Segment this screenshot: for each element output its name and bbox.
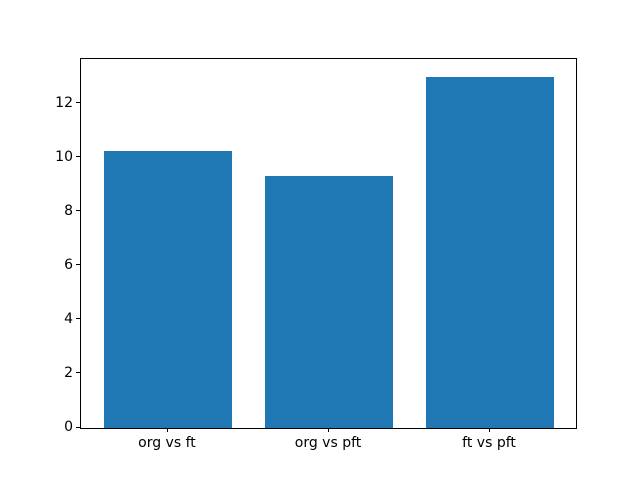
y-tick-label: 6 xyxy=(64,256,73,273)
y-tick-mark xyxy=(76,372,80,374)
y-tick-label: 12 xyxy=(55,94,73,111)
y-tick-label: 0 xyxy=(64,419,73,435)
y-tick-mark xyxy=(76,426,80,428)
y-tick-mark xyxy=(76,102,80,104)
y-tick-label: 10 xyxy=(55,148,73,165)
x-tick-label: org vs ft xyxy=(138,435,196,451)
y-tick-mark xyxy=(76,318,80,320)
y-tick-mark xyxy=(76,210,80,212)
bar-1 xyxy=(103,150,233,428)
y-tick-mark xyxy=(76,156,80,158)
y-tick-label: 2 xyxy=(64,364,73,381)
x-tick-label: org vs pft xyxy=(294,435,362,451)
x-tick-mark xyxy=(489,428,491,432)
y-tick-label: 4 xyxy=(64,310,73,327)
bar-3 xyxy=(425,76,555,428)
plot-area xyxy=(80,58,577,429)
y-tick-label: 8 xyxy=(64,202,73,219)
x-tick-mark xyxy=(166,428,168,432)
bar-2 xyxy=(264,175,394,428)
x-tick-label: ft vs pft xyxy=(462,435,516,451)
x-tick-mark xyxy=(328,428,329,432)
y-tick-mark xyxy=(76,264,80,266)
